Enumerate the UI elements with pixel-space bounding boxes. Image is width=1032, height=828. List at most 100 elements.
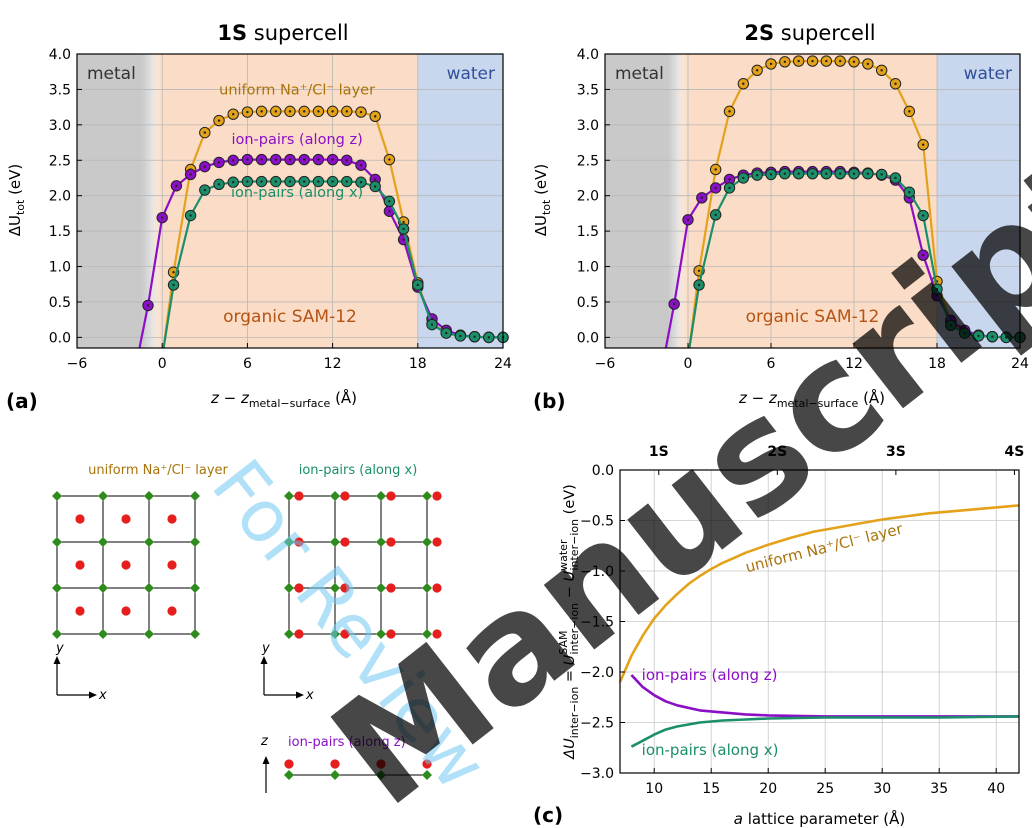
top-tick-label: 3S	[886, 444, 906, 460]
region-label-sam: organic SAM-12	[746, 307, 880, 327]
cl-ion	[144, 629, 154, 639]
schematic-uniform-grid	[52, 491, 200, 639]
data-point-center	[345, 159, 348, 162]
data-point-center	[473, 335, 476, 338]
data-point-center	[672, 302, 676, 306]
data-point-center	[811, 172, 814, 175]
water-region	[417, 54, 503, 348]
data-point-center	[714, 213, 717, 217]
na-ion	[340, 583, 350, 593]
na-ion	[167, 560, 177, 570]
y-tick-label: 3.5	[577, 82, 599, 98]
y-tick-label: −2.5	[580, 716, 614, 732]
y-tick-label: 0.0	[592, 463, 614, 479]
na-ion	[432, 491, 442, 501]
data-point-center	[189, 173, 192, 176]
na-ion	[340, 537, 350, 547]
x-tick-label: −6	[595, 356, 616, 372]
data-point-center	[402, 220, 405, 224]
data-point-center	[894, 176, 897, 180]
y-tick-label: 3.5	[49, 82, 71, 98]
x-tick-label: 18	[409, 356, 427, 372]
axes-frame	[604, 53, 1021, 349]
na-ion	[284, 759, 294, 769]
na-ion	[432, 583, 442, 593]
x-tick-label: 12	[845, 356, 863, 372]
cl-ion	[284, 583, 294, 593]
cl-ion	[52, 583, 62, 593]
x-tick-label: 35	[930, 781, 948, 797]
schematic-pairs-z-label: ion-pairs (along z)	[288, 735, 406, 750]
y-tick-label: 3.0	[49, 118, 71, 134]
panel-b-label: (b)	[533, 389, 566, 413]
cl-ion	[284, 629, 294, 639]
schematic-pairs-x-axes: y x	[260, 641, 314, 703]
series-line	[618, 504, 1020, 683]
data-point-center	[697, 283, 701, 287]
y-tick-label: 2.5	[577, 153, 599, 169]
y-tick-label: 2.5	[49, 153, 71, 169]
data-point-center	[894, 82, 897, 85]
region-label-water: water	[447, 64, 495, 84]
data-point-center	[742, 176, 745, 180]
na-ion	[432, 537, 442, 547]
data-point-center	[274, 180, 277, 183]
data-point-center	[908, 110, 911, 113]
data-point-center	[203, 131, 206, 134]
data-point-center	[838, 172, 842, 175]
y-tick-label: 3.0	[577, 118, 599, 134]
data-point-center	[303, 110, 306, 113]
data-point-center	[769, 173, 773, 176]
data-point-center	[260, 158, 263, 161]
water-region	[937, 54, 1020, 348]
data-point-center	[487, 336, 490, 339]
axis-label-z: z	[260, 734, 269, 749]
y-tick-label: −1.0	[580, 564, 614, 580]
data-point-center	[963, 331, 966, 335]
na-ion	[167, 606, 177, 616]
data-point-center	[430, 323, 434, 326]
data-point-center	[991, 335, 994, 338]
data-point-center	[825, 172, 828, 175]
schematic-uniform-axes: y x	[53, 641, 107, 703]
y-tick-label: 0.0	[49, 330, 71, 346]
panel-a-plot-area: metal organic SAM-12 water uniform Na⁺/Cl⁻ …	[49, 47, 512, 372]
na-ion	[294, 537, 304, 547]
data-point-center	[331, 180, 334, 183]
cl-ion	[330, 629, 340, 639]
data-point-center	[303, 180, 306, 183]
y-tick-label: 4.0	[577, 47, 599, 63]
na-ion	[75, 606, 85, 616]
cl-ion	[422, 491, 432, 501]
x-tick-label: 12	[324, 356, 342, 372]
data-point-center	[755, 69, 759, 72]
na-ion	[376, 759, 386, 769]
schematic-pairs-z: z ion-pairs (along z)	[260, 734, 432, 793]
data-point-center	[783, 60, 787, 63]
x-tick-label: −6	[67, 356, 88, 372]
panel-a-label: (a)	[6, 389, 38, 413]
data-point-center	[260, 180, 263, 183]
top-tick-label: 1S	[649, 444, 669, 460]
cl-ion	[284, 770, 294, 780]
cl-ion	[98, 629, 108, 639]
y-tick-label: −0.5	[580, 514, 614, 530]
cl-ion	[190, 491, 200, 501]
data-point-center	[921, 143, 925, 146]
na-ion	[386, 491, 396, 501]
data-point-center	[852, 172, 856, 175]
data-point-center	[742, 82, 745, 85]
series-label: ion-pairs (along x)	[231, 185, 363, 201]
y-tick-label: 1.0	[49, 260, 71, 276]
data-point-center	[288, 158, 292, 161]
x-tick-label: 10	[645, 781, 663, 797]
cl-ion	[422, 770, 432, 780]
data-point-center	[977, 334, 980, 338]
data-point-center	[388, 210, 391, 213]
data-point-center	[935, 288, 939, 291]
data-point-center	[189, 214, 192, 217]
na-ion	[294, 583, 304, 593]
data-point-center	[260, 110, 263, 113]
